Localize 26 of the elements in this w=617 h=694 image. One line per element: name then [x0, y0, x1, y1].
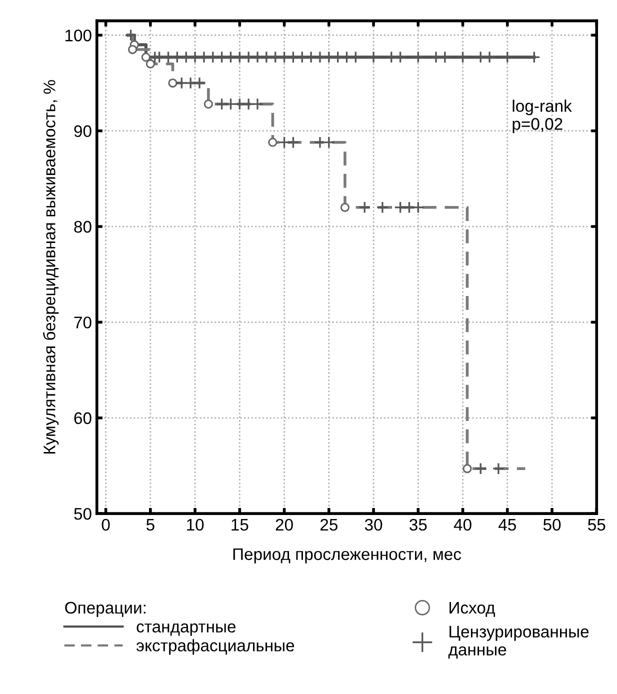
legend-label: экстрафасциальные [136, 639, 294, 655]
y-tick-label: 50 [74, 508, 92, 520]
x-tick-label: 30 [364, 518, 382, 531]
x-tick-label: 50 [543, 518, 561, 531]
x-tick-label: 45 [498, 519, 516, 531]
annotation: log-rank p=0,02 [512, 100, 572, 134]
y-tick-label: 70 [74, 316, 92, 328]
y-tick-label: 60 [74, 412, 92, 424]
x-tick-label: 5 [146, 519, 154, 531]
x-tick-label: 15 [232, 519, 248, 531]
y-tick-label: 80 [74, 220, 92, 233]
x-axis-title: Период прослеженности, мес [233, 548, 462, 564]
y-tick-label: 90 [74, 125, 92, 138]
y-tick-label: 100 [65, 30, 92, 42]
x-tick-label: 40 [454, 518, 472, 531]
legend-label: Исход [450, 602, 496, 617]
legend-label: Цензурированные данные [448, 626, 589, 659]
x-tick-label: 10 [187, 518, 204, 531]
y-axis-title: Кумулятивная безрецидивная выживаемость, % [42, 80, 59, 454]
x-tick-label: 25 [320, 518, 338, 531]
x-tick-label: 35 [410, 518, 427, 531]
legend-label: стандартные [136, 623, 236, 636]
x-tick-label: 55 [588, 519, 606, 531]
legend-title: Операции: [65, 602, 146, 617]
x-tick-label: 20 [276, 518, 293, 531]
x-tick-label: 0 [102, 518, 110, 531]
